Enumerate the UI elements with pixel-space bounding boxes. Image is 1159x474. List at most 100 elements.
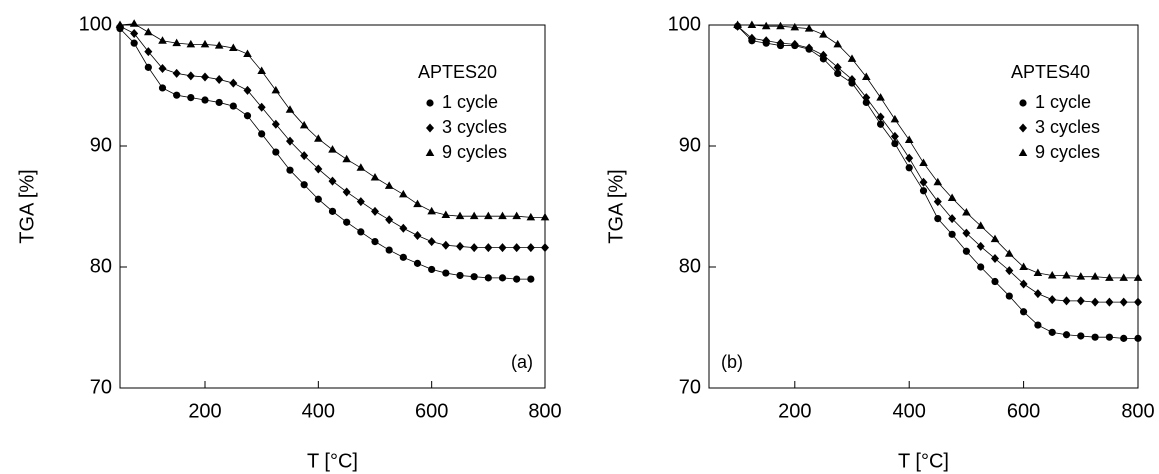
marker xyxy=(484,211,493,220)
marker xyxy=(200,39,210,48)
x-tick-label: 200 xyxy=(778,400,811,422)
marker xyxy=(776,21,785,30)
marker xyxy=(314,164,323,174)
y-tick-label: 100 xyxy=(668,13,701,35)
marker xyxy=(214,41,224,49)
legend-label: 1 cycle xyxy=(1035,92,1091,112)
marker xyxy=(286,136,294,146)
marker xyxy=(413,259,422,267)
marker xyxy=(441,240,450,250)
marker xyxy=(258,130,266,138)
legend-marker xyxy=(426,99,434,107)
marker xyxy=(876,112,885,122)
marker xyxy=(186,71,195,81)
marker xyxy=(877,120,885,128)
marker xyxy=(1047,270,1057,279)
marker xyxy=(413,199,422,208)
marker xyxy=(455,211,465,220)
marker xyxy=(370,172,380,181)
x-tick-label: 200 xyxy=(188,400,221,422)
marker xyxy=(129,19,139,27)
y-tick-label: 80 xyxy=(679,255,701,277)
marker xyxy=(399,189,408,198)
legend-label: 9 cycles xyxy=(1035,142,1100,162)
marker xyxy=(805,43,814,53)
marker xyxy=(962,228,971,238)
x-axis-label: T [°C] xyxy=(307,450,358,472)
marker xyxy=(890,114,900,123)
marker xyxy=(1090,272,1100,280)
legend-marker xyxy=(1018,148,1028,156)
marker xyxy=(299,120,309,129)
marker xyxy=(540,212,550,221)
marker xyxy=(819,50,828,60)
marker xyxy=(229,78,238,88)
marker xyxy=(470,243,479,253)
marker xyxy=(428,265,436,274)
marker xyxy=(919,158,928,166)
marker xyxy=(833,39,842,48)
marker xyxy=(1133,273,1143,281)
marker xyxy=(186,39,196,48)
marker xyxy=(948,230,956,238)
marker xyxy=(804,24,814,32)
marker xyxy=(342,187,351,197)
marker xyxy=(314,195,322,203)
marker xyxy=(1105,273,1114,281)
marker xyxy=(1091,297,1100,307)
marker xyxy=(1134,297,1142,307)
legend-marker xyxy=(425,148,435,156)
marker xyxy=(847,54,857,62)
plot-frame xyxy=(708,24,1139,389)
marker xyxy=(498,211,507,220)
marker xyxy=(947,193,957,202)
x-tick-label: 600 xyxy=(415,400,448,422)
marker xyxy=(541,243,549,253)
marker xyxy=(356,197,365,207)
marker xyxy=(977,263,985,271)
marker xyxy=(904,135,914,143)
marker xyxy=(328,176,337,186)
y-tick-label: 90 xyxy=(90,134,112,156)
y-tick-label: 70 xyxy=(679,376,701,398)
marker xyxy=(747,33,756,43)
marker xyxy=(1020,308,1028,316)
marker xyxy=(172,68,181,78)
marker xyxy=(144,47,153,57)
marker xyxy=(1119,297,1128,307)
marker xyxy=(328,207,337,215)
marker xyxy=(257,66,266,74)
marker xyxy=(1033,289,1042,299)
marker xyxy=(229,43,238,51)
legend-marker xyxy=(1019,123,1027,133)
marker xyxy=(229,102,237,110)
marker xyxy=(526,243,535,253)
y-tick-label: 90 xyxy=(679,134,701,156)
x-tick-label: 800 xyxy=(528,400,561,422)
legend-marker xyxy=(426,123,434,133)
marker xyxy=(272,148,280,156)
marker xyxy=(172,38,181,47)
marker xyxy=(384,181,394,189)
marker xyxy=(762,36,771,46)
marker xyxy=(919,177,928,187)
legend-label: 9 cycles xyxy=(442,142,507,162)
marker xyxy=(215,74,224,84)
marker xyxy=(328,145,337,153)
marker xyxy=(442,269,450,277)
marker xyxy=(990,234,1000,243)
marker xyxy=(484,243,493,253)
marker xyxy=(343,218,351,226)
marker xyxy=(115,20,125,28)
y-axis-label: TGA [%] xyxy=(16,169,38,243)
marker xyxy=(733,20,742,28)
marker xyxy=(905,164,913,172)
marker xyxy=(991,277,999,286)
marker xyxy=(1034,321,1042,329)
marker xyxy=(314,134,323,142)
marker xyxy=(747,20,757,28)
marker xyxy=(1134,334,1142,342)
marker xyxy=(243,49,252,58)
marker xyxy=(1105,333,1113,341)
marker xyxy=(834,69,842,77)
